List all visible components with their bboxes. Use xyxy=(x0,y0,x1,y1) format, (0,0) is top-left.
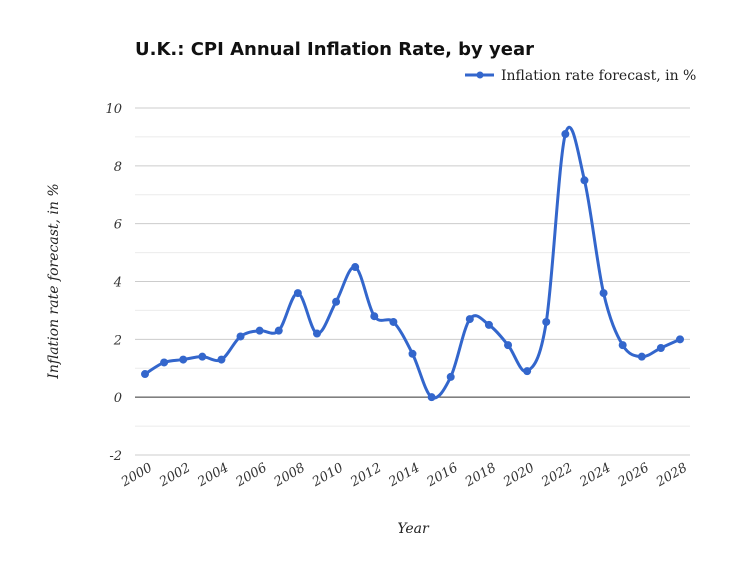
gridlines xyxy=(135,107,690,456)
x-axis-title: Year xyxy=(397,521,430,537)
x-tick-label: 2026 xyxy=(615,460,652,490)
data-point xyxy=(179,355,188,364)
y-tick-label: 0 xyxy=(114,391,122,406)
data-point xyxy=(255,326,264,335)
data-point xyxy=(676,335,684,344)
data-point xyxy=(351,263,360,272)
y-axis-ticks: -2 0 2 4 6 8 10 xyxy=(105,102,122,464)
data-point xyxy=(217,355,226,364)
legend: Inflation rate forecast, in % xyxy=(465,68,696,84)
data-point xyxy=(618,341,627,350)
x-tick-label: 2012 xyxy=(347,460,384,490)
y-tick-label: 10 xyxy=(105,102,122,117)
data-point xyxy=(274,326,283,335)
x-tick-label: 2004 xyxy=(194,460,231,490)
x-tick-label: 2002 xyxy=(156,460,193,490)
x-tick-label: 2024 xyxy=(577,460,614,490)
data-point xyxy=(561,130,570,139)
x-tick-label: 2016 xyxy=(424,460,461,490)
data-point xyxy=(332,297,341,306)
x-tick-label: 2014 xyxy=(385,460,422,490)
data-point xyxy=(580,176,589,185)
data-point xyxy=(599,289,608,298)
x-tick-label: 2028 xyxy=(653,460,690,490)
data-point xyxy=(465,315,474,324)
y-axis-title: Inflation rate forecast, in % xyxy=(46,183,62,379)
x-tick-label: 2008 xyxy=(271,460,308,490)
x-tick-label: 2000 xyxy=(118,460,155,490)
legend-label: Inflation rate forecast, in % xyxy=(501,68,696,84)
y-tick-label: 8 xyxy=(114,160,122,175)
data-point xyxy=(293,289,302,298)
data-point xyxy=(141,370,149,379)
x-tick-label: 2020 xyxy=(500,460,537,490)
y-tick-label: -2 xyxy=(109,449,122,464)
data-point xyxy=(408,349,417,358)
y-tick-label: 6 xyxy=(114,218,122,233)
data-point xyxy=(446,372,455,381)
y-tick-label: 4 xyxy=(113,276,122,291)
data-point xyxy=(427,393,436,402)
data-point xyxy=(523,367,532,376)
data-point xyxy=(236,332,245,341)
y-tick-label: 2 xyxy=(113,333,122,348)
data-point xyxy=(656,344,665,353)
chart-title: U.K.: CPI Annual Inflation Rate, by year xyxy=(135,39,534,60)
x-tick-label: 2022 xyxy=(538,460,575,490)
x-tick-label: 2018 xyxy=(462,460,499,490)
data-point xyxy=(637,352,646,361)
data-point xyxy=(484,320,493,329)
x-tick-label: 2006 xyxy=(233,460,270,490)
data-point xyxy=(198,352,207,361)
data-point xyxy=(312,329,321,338)
x-axis-ticks: 2000 2002 2004 2006 2008 2010 2012 2014 2016 2018… xyxy=(118,460,690,490)
x-tick-label: 2010 xyxy=(309,460,346,490)
series-group xyxy=(141,125,684,402)
data-point xyxy=(389,317,398,326)
data-point xyxy=(542,317,551,326)
data-point xyxy=(160,358,169,367)
legend-marker xyxy=(476,71,484,79)
data-point xyxy=(504,341,513,350)
data-point xyxy=(370,312,379,321)
